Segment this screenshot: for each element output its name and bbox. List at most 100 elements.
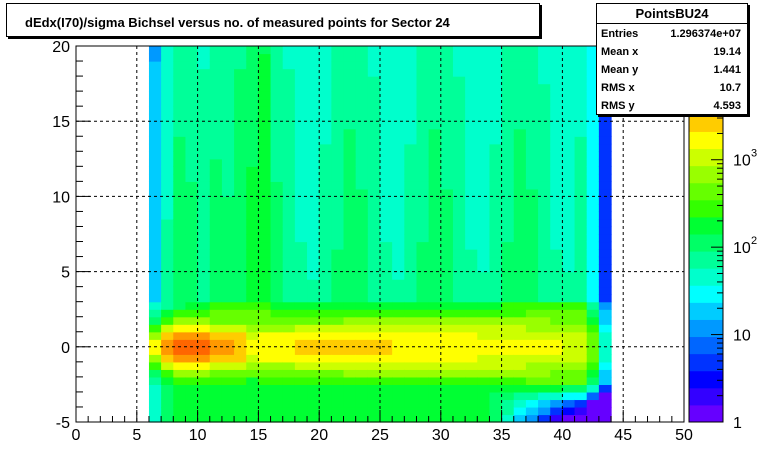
heatmap-cell [404,316,418,325]
heatmap-cell [465,234,478,243]
heatmap-cell [161,173,174,182]
heatmap-cell [477,173,491,182]
heatmap-cell [598,294,612,303]
heatmap-cell [525,211,539,220]
heatmap-cell [319,113,332,122]
heatmap-cell [161,256,174,265]
heatmap-cell [380,399,393,408]
heatmap-cell [550,391,563,401]
heatmap-cell [525,128,539,137]
heatmap-cell [550,384,563,393]
stats-row-rms-y: RMS y 4.593 [601,97,741,115]
heatmap-cell [574,128,588,137]
heatmap-cell [380,211,393,220]
heatmap-cell [197,279,211,288]
heatmap-cell [319,98,332,107]
heatmap-cell [209,361,223,370]
heatmap-cell [392,241,405,250]
heatmap-cell [343,151,357,160]
heatmap-cell [525,316,539,325]
heatmap-cell [246,294,259,303]
color-bar-segment [689,199,723,218]
heatmap-cell [513,354,527,363]
heatmap-cell [161,143,174,152]
heatmap-cell [550,286,563,295]
heatmap-cell [586,324,600,333]
heatmap-cell [246,354,259,363]
heatmap-cell [550,196,563,205]
heatmap-cell [550,218,563,228]
heatmap-cell [270,166,284,175]
heatmap-cell [380,173,393,182]
heatmap-cell [428,91,442,100]
heatmap-cell [246,196,259,205]
heatmap-cell [380,361,393,370]
heatmap-cell [380,406,393,416]
heatmap-cell [428,339,442,348]
heatmap-cell [513,301,527,310]
heatmap-cell [404,151,418,160]
heatmap-cell [428,286,442,295]
heatmap-cell [270,76,284,85]
heatmap-cell [428,113,442,122]
heatmap-cell [562,136,576,145]
heatmap-cell [221,399,235,408]
heatmap-cell [258,301,272,310]
heatmap-cell [404,83,418,92]
heatmap-cell [598,406,612,416]
heatmap-cell [319,361,332,370]
heatmap-cell [404,143,418,152]
heatmap-cell [234,121,247,130]
heatmap-cell [307,361,320,370]
x-tick-label: 15 [250,427,268,444]
heatmap-cell [574,384,588,393]
heatmap-cell [270,369,284,378]
heatmap-cell [258,128,272,137]
heatmap-cell [489,331,503,340]
heatmap-cell [355,196,369,205]
heatmap-cell [234,406,247,416]
heatmap-cell [355,98,369,107]
heatmap-cell [392,391,405,401]
heatmap-cell [307,181,320,190]
heatmap-cell [440,256,454,265]
heatmap-cell [234,128,247,137]
heatmap-cell [209,166,223,175]
heatmap-cell [489,346,503,355]
heatmap-cell [465,46,478,55]
heatmap-cell [294,121,308,130]
heatmap-cell [501,271,515,280]
heatmap-cell [489,188,503,197]
heatmap-cell [501,361,515,370]
heatmap-cell [258,203,272,213]
heatmap-cell [319,309,332,318]
heatmap-cell [246,234,259,243]
heatmap-cell [161,61,174,70]
color-bar-segment [689,216,723,235]
heatmap-cell [367,264,381,273]
heatmap-cell [319,354,332,363]
heatmap-cell [392,316,405,325]
heatmap-cell [598,158,612,167]
heatmap-cell [477,406,491,416]
heatmap-cell [404,136,418,145]
heatmap-cell [452,181,466,190]
heatmap-cell [221,53,235,62]
heatmap-cell [319,218,332,228]
stats-value: 4.593 [713,100,741,112]
heatmap-cell [221,211,235,220]
heatmap-cell [197,354,211,363]
heatmap-cell [465,339,478,348]
heatmap-cell [148,46,162,55]
heatmap-cell [246,391,259,401]
heatmap-cell [586,234,600,243]
heatmap-cell [404,384,418,393]
heatmap-cell [465,61,478,70]
heatmap-cell [465,414,478,423]
heatmap-cell [392,256,405,265]
heatmap-cell [598,203,612,213]
heatmap-cell [598,211,612,220]
heatmap-cell [452,106,466,115]
heatmap-cell [161,98,174,107]
heatmap-cell [586,354,600,363]
